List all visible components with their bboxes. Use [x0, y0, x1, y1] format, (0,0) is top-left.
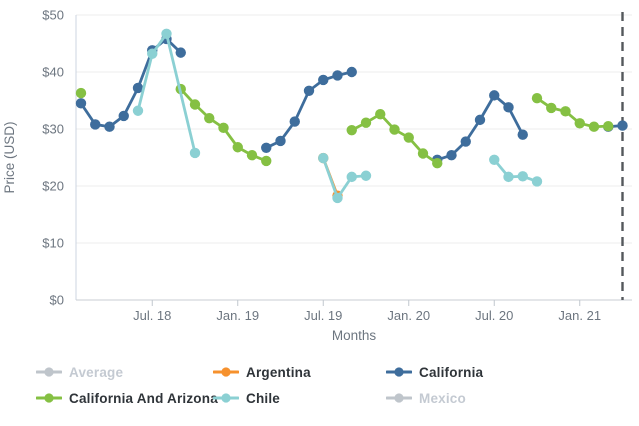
data-point[interactable]: [132, 105, 144, 116]
data-point[interactable]: [118, 110, 129, 122]
data-point[interactable]: [360, 170, 372, 181]
data-point[interactable]: [318, 74, 329, 86]
x-tick-label: Jan. 19: [216, 308, 259, 323]
series-chile: [132, 28, 543, 204]
legend-label: Argentina: [246, 364, 311, 380]
legend-item-argentina[interactable]: Argentina: [213, 364, 311, 380]
data-point[interactable]: [75, 98, 87, 109]
data-point[interactable]: [617, 120, 628, 131]
x-axis-labels: Jul. 18 Jan. 19 Jul. 19 Jan. 20 Jul. 20 Jan. …: [133, 300, 601, 323]
y-tick-label: $10: [42, 236, 64, 251]
y-axis-labels: $0 $10 $20 $30 $40 $50: [42, 8, 64, 308]
legend-label: California And Arizona: [69, 390, 218, 406]
y-tick-label: $0: [50, 293, 64, 308]
legend-label: California: [419, 364, 484, 380]
data-point[interactable]: [503, 171, 514, 183]
data-point[interactable]: [75, 87, 87, 99]
data-point[interactable]: [546, 102, 557, 114]
y-axis-title: Price (USD): [2, 121, 17, 193]
data-point[interactable]: [204, 112, 215, 124]
legend-item-mexico[interactable]: Mexico: [386, 390, 466, 406]
data-point[interactable]: [132, 82, 144, 94]
series-line: [321, 156, 368, 200]
data-point[interactable]: [261, 142, 272, 154]
data-point[interactable]: [603, 120, 614, 132]
legend-item-california[interactable]: California: [386, 364, 483, 380]
legend-marker-california-icon: [386, 367, 412, 377]
data-point[interactable]: [560, 106, 571, 117]
data-point[interactable]: [417, 148, 429, 159]
data-point[interactable]: [446, 150, 457, 161]
data-point[interactable]: [503, 102, 514, 113]
data-point[interactable]: [360, 117, 372, 128]
data-point[interactable]: [517, 129, 528, 140]
data-point[interactable]: [389, 124, 400, 135]
data-point[interactable]: [90, 119, 101, 130]
price-line-chart: $0 $10 $20 $30 $40 $50 Jul. 18 Jan. 19 Jul. 19 Ja…: [2, 8, 632, 343]
series-line: [79, 37, 183, 129]
series-california: [75, 33, 628, 165]
y-tick-label: $30: [42, 122, 64, 137]
series-california-and-arizona: [75, 83, 614, 169]
data-point[interactable]: [261, 155, 272, 167]
data-point[interactable]: [517, 171, 528, 182]
legend-item-chile[interactable]: Chile: [213, 390, 280, 406]
data-point[interactable]: [574, 118, 585, 129]
legend-label: Average: [69, 364, 124, 380]
y-tick-label: $50: [42, 8, 64, 23]
y-tick-label: $40: [42, 65, 64, 80]
data-point[interactable]: [232, 142, 243, 153]
legend-marker-argentina-icon: [213, 367, 239, 377]
data-point[interactable]: [346, 124, 357, 136]
data-point[interactable]: [531, 93, 543, 104]
series-line: [492, 158, 539, 183]
data-point[interactable]: [531, 176, 543, 187]
x-tick-label: Jan. 21: [558, 308, 601, 323]
data-point[interactable]: [318, 152, 329, 164]
legend-label: Mexico: [419, 390, 466, 406]
data-point[interactable]: [104, 121, 115, 132]
data-point[interactable]: [161, 28, 172, 40]
data-point[interactable]: [346, 171, 357, 183]
data-point[interactable]: [189, 147, 201, 159]
data-point[interactable]: [189, 99, 201, 110]
legend-item-average[interactable]: Average: [36, 364, 123, 380]
data-point[interactable]: [489, 154, 500, 165]
data-point[interactable]: [246, 150, 258, 161]
data-point[interactable]: [474, 114, 486, 126]
data-point[interactable]: [588, 121, 600, 132]
series-line: [535, 96, 610, 129]
legend-marker-average-icon: [36, 367, 62, 377]
data-point[interactable]: [460, 136, 471, 147]
data-point[interactable]: [275, 135, 286, 147]
data-point[interactable]: [303, 85, 315, 97]
data-point[interactable]: [332, 192, 343, 204]
data-point[interactable]: [375, 108, 386, 120]
x-tick-label: Jul. 20: [475, 308, 513, 323]
data-point[interactable]: [175, 47, 186, 58]
data-point[interactable]: [218, 122, 229, 134]
series-line: [136, 32, 197, 155]
data-point[interactable]: [346, 66, 357, 78]
data-point[interactable]: [147, 48, 158, 59]
legend-marker-california-and-arizona-icon: [36, 393, 62, 403]
x-tick-label: Jul. 19: [304, 308, 342, 323]
x-tick-label: Jan. 20: [387, 308, 430, 323]
data-point[interactable]: [403, 132, 414, 143]
y-tick-label: $20: [42, 179, 64, 194]
data-point[interactable]: [289, 116, 300, 127]
legend-item-california-and-arizona[interactable]: California And Arizona: [36, 390, 218, 406]
x-axis-title: Months: [332, 328, 377, 343]
legend-marker-mexico-icon: [386, 393, 412, 403]
data-point[interactable]: [489, 90, 500, 101]
x-tick-label: Jul. 18: [133, 308, 171, 323]
data-point[interactable]: [432, 158, 443, 169]
legend-marker-chile-icon: [213, 393, 239, 403]
data-point[interactable]: [332, 70, 343, 81]
legend-label: Chile: [246, 390, 281, 406]
